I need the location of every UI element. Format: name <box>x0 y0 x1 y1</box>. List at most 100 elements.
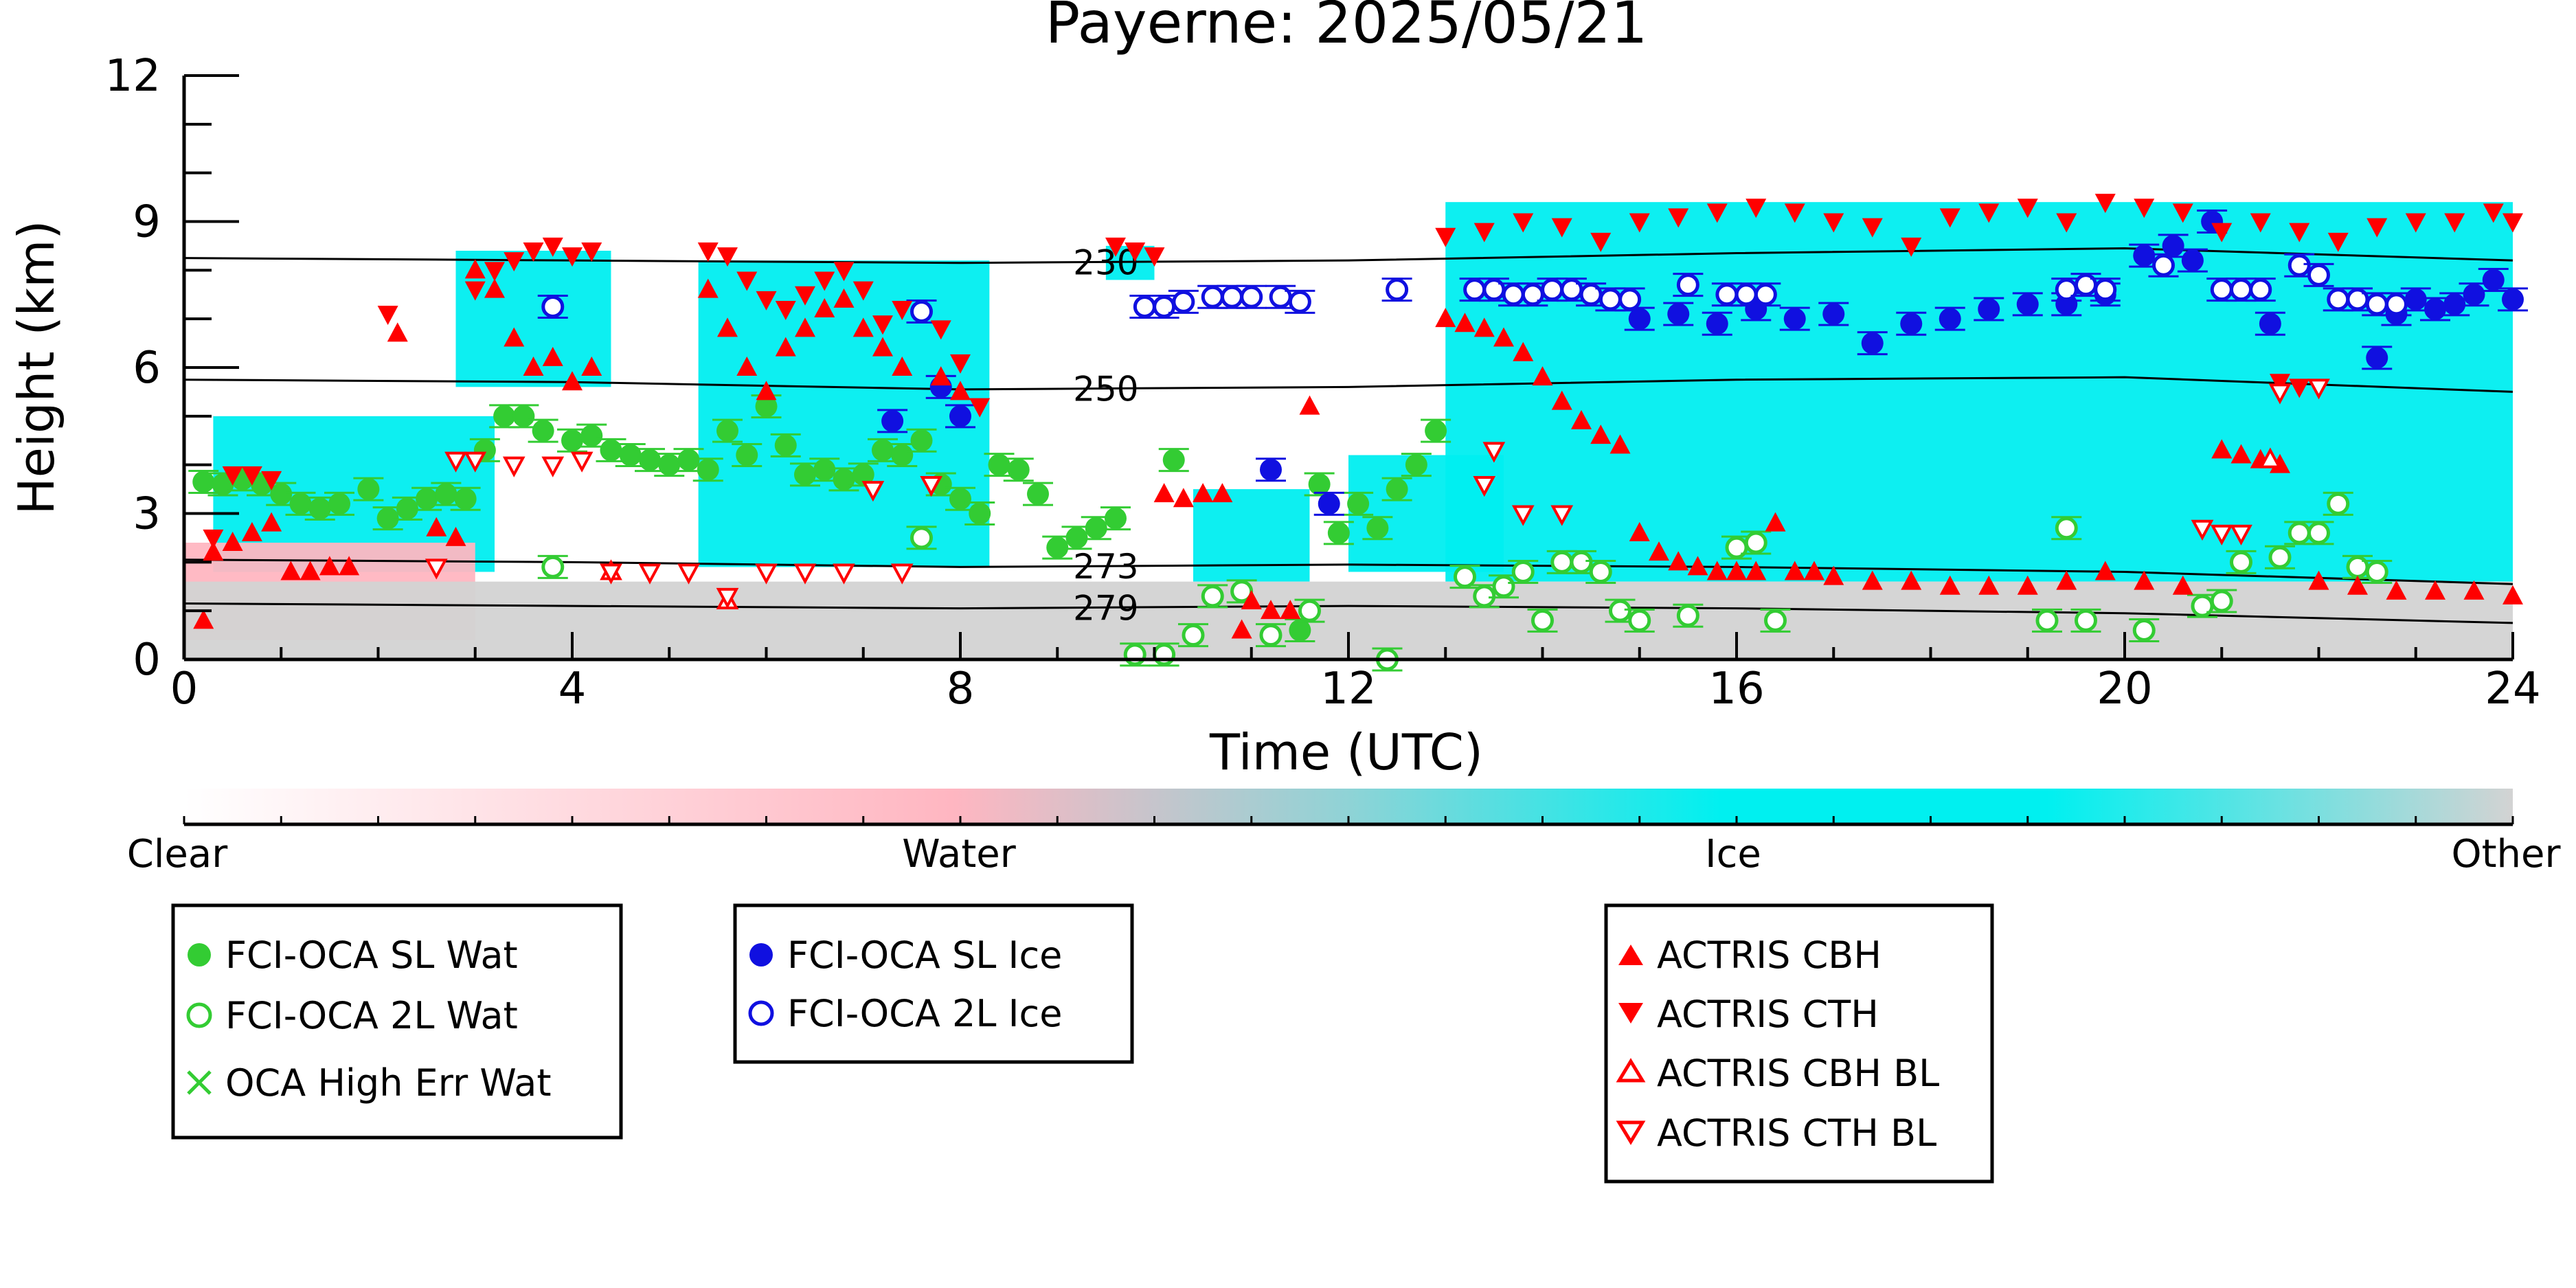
data-point <box>1551 390 1572 410</box>
data-point <box>1299 395 1320 415</box>
legend-marker-cth <box>1618 1003 1643 1024</box>
data-point <box>1978 575 2000 595</box>
data-point <box>2424 298 2446 320</box>
colorbar: Clear Water Ice Other <box>127 789 2561 877</box>
data-point <box>2404 288 2427 310</box>
data-point <box>677 563 700 585</box>
data-point <box>2502 585 2523 605</box>
legend-marker-cbh-bl <box>1616 1058 1646 1083</box>
data-point <box>910 429 933 452</box>
data-point <box>736 444 758 466</box>
data-point <box>2056 570 2077 590</box>
data-point <box>2327 492 2350 515</box>
x-axis-label: Time (UTC) <box>1209 723 1483 781</box>
data-point <box>1901 237 1922 257</box>
data-point <box>910 300 933 324</box>
data-point <box>1901 570 1922 590</box>
data-point <box>1046 536 1069 559</box>
data-point <box>969 398 991 418</box>
data-point <box>2181 249 2204 272</box>
isotherm-label: 250 <box>1073 370 1138 409</box>
data-point <box>852 463 874 486</box>
data-point <box>814 271 835 291</box>
data-point <box>2075 609 2097 632</box>
colorbar-label-ice: Ice <box>1705 832 1761 877</box>
legend-marker-2l-wat <box>186 1002 212 1028</box>
data-point <box>2162 234 2184 257</box>
data-point <box>2210 524 2233 546</box>
data-point <box>532 420 554 442</box>
data-point <box>1240 285 1263 308</box>
data-point <box>1513 213 1534 233</box>
data-point <box>1629 213 1650 233</box>
legend-actris: ACTRIS CBH ACTRIS CTH ACTRIS CBH BL ACTR… <box>1604 903 1994 1184</box>
data-point <box>677 449 700 471</box>
data-point <box>493 405 516 427</box>
data-point <box>1065 526 1088 549</box>
data-point <box>1745 199 1767 218</box>
series-fci-oca-sl-wat <box>188 394 1451 642</box>
data-point <box>377 306 398 326</box>
data-point <box>523 357 544 376</box>
data-point <box>203 541 224 561</box>
legend-label-sl-ice: FCI-OCA SL Ice <box>787 934 1062 977</box>
data-point <box>2502 213 2523 233</box>
data-point <box>2443 293 2466 315</box>
isotherm-label: 279 <box>1073 588 1138 628</box>
data-point <box>2268 545 2292 569</box>
isotherm-label: 230 <box>1073 242 1138 282</box>
data-point <box>794 463 816 486</box>
data-point <box>1123 643 1146 666</box>
data-point <box>1531 609 1554 632</box>
data-point <box>833 563 855 585</box>
legend-label-high-err-wat: OCA High Err Wat <box>225 1061 552 1105</box>
data-point <box>949 488 971 510</box>
data-point <box>1628 609 1651 632</box>
data-point <box>755 395 778 418</box>
data-point <box>308 497 331 520</box>
data-point <box>1541 278 1564 302</box>
data-point <box>464 259 486 279</box>
classification-region-ice <box>698 260 990 567</box>
data-point <box>2425 580 2445 600</box>
data-point <box>357 478 380 501</box>
y-tick-label: 12 <box>105 51 161 102</box>
data-point <box>969 502 991 525</box>
data-point <box>1823 565 1844 585</box>
data-point <box>562 371 583 391</box>
data-point <box>2307 263 2330 286</box>
data-point <box>241 521 262 541</box>
data-point <box>1726 561 1747 580</box>
data-point <box>2134 199 2155 218</box>
x-tick-label: 4 <box>558 664 587 714</box>
data-point <box>2327 232 2349 252</box>
data-point <box>774 434 797 457</box>
data-point <box>1280 600 1301 620</box>
data-point <box>289 493 312 515</box>
data-point <box>2259 447 2282 468</box>
legend-box <box>733 903 1134 1064</box>
data-point <box>793 563 817 585</box>
data-point <box>1289 619 1311 642</box>
data-point <box>396 497 418 520</box>
series-actris-cth-bl <box>425 379 2330 609</box>
data-point <box>1454 565 1476 589</box>
data-point <box>1473 476 1496 497</box>
data-point <box>2094 194 2116 214</box>
data-point <box>638 563 662 585</box>
data-point <box>1939 208 1961 228</box>
legend-water: FCI-OCA SL Wat FCI-OCA 2L Wat OCA High E… <box>171 903 623 1140</box>
data-point <box>1212 483 1233 503</box>
series-actris-cth <box>203 194 2523 549</box>
data-point <box>872 439 894 462</box>
data-point <box>1668 208 1689 228</box>
data-point <box>1676 604 1699 627</box>
data-point <box>920 476 942 497</box>
data-point <box>1288 290 1311 313</box>
data-point <box>1347 493 1370 515</box>
data-point <box>444 451 467 473</box>
data-point <box>881 409 904 432</box>
data-point <box>1804 561 1824 580</box>
data-point <box>2172 575 2193 595</box>
data-point <box>300 561 321 580</box>
